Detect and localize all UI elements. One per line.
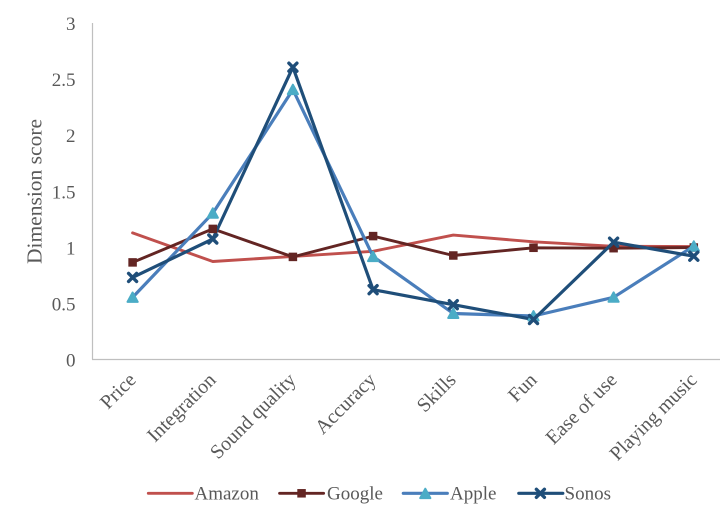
svg-text:Dimension score: Dimension score	[23, 119, 47, 264]
svg-text:1.5: 1.5	[52, 182, 76, 203]
svg-text:2: 2	[66, 126, 76, 147]
svg-text:0.5: 0.5	[52, 295, 76, 316]
svg-text:Amazon: Amazon	[195, 483, 260, 504]
svg-text:0: 0	[66, 351, 76, 372]
svg-text:Sonos: Sonos	[565, 483, 611, 504]
svg-text:2.5: 2.5	[52, 70, 76, 91]
svg-text:Google: Google	[327, 483, 383, 504]
svg-text:Apple: Apple	[450, 483, 496, 504]
svg-text:1: 1	[66, 238, 76, 259]
svg-text:3: 3	[66, 14, 76, 35]
